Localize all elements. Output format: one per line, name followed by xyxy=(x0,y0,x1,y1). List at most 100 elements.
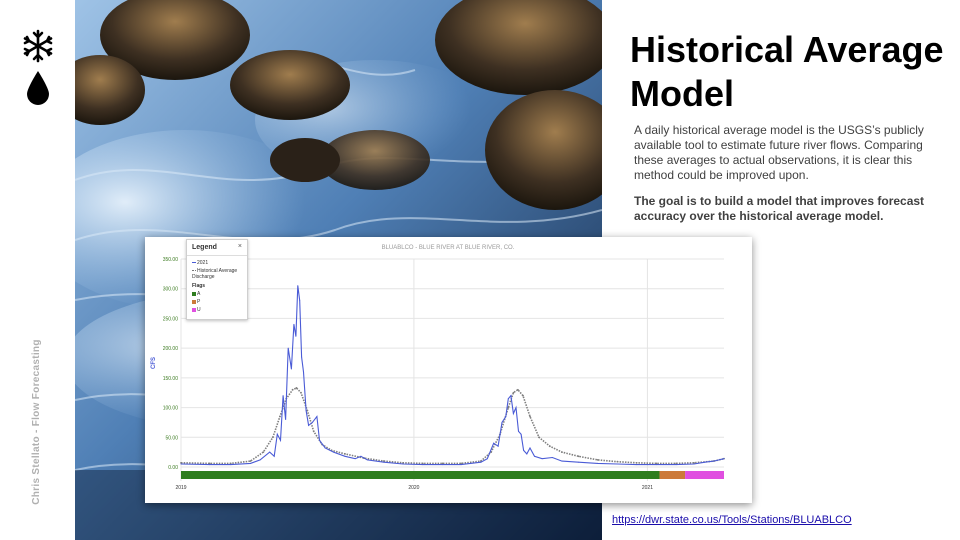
point-historical xyxy=(180,461,182,464)
point-observed xyxy=(512,413,514,415)
point-observed xyxy=(280,439,282,441)
point-historical xyxy=(460,462,463,465)
legend-flag-u: U xyxy=(192,307,201,313)
point-observed xyxy=(486,458,488,460)
point-observed xyxy=(561,460,563,462)
y-tick-label: 50.00 xyxy=(165,435,178,441)
point-observed xyxy=(259,459,261,461)
point-observed xyxy=(675,464,677,466)
point-historical xyxy=(538,436,540,439)
point-historical xyxy=(402,461,404,464)
snowflake-icon xyxy=(23,29,53,63)
point-historical xyxy=(421,462,424,465)
point-observed xyxy=(295,335,297,337)
point-historical xyxy=(548,445,551,448)
point-historical xyxy=(675,462,678,465)
point-observed xyxy=(297,285,299,287)
source-link[interactable]: https://dwr.state.co.us/Tools/Stations/B… xyxy=(612,514,852,526)
legend-flags-label: Flags xyxy=(192,283,206,289)
point-observed xyxy=(518,430,520,432)
point-observed xyxy=(529,447,531,449)
point-observed xyxy=(311,421,313,423)
point-observed xyxy=(316,415,318,417)
point-observed xyxy=(287,347,289,349)
flag-bar-a xyxy=(181,471,660,479)
point-observed xyxy=(209,464,211,466)
point-observed xyxy=(713,460,715,462)
slide-title: Historical Average Model xyxy=(630,29,944,114)
point-historical xyxy=(517,388,519,391)
y-tick-label: 150.00 xyxy=(163,376,179,382)
y-axis-label: CFS xyxy=(151,357,157,369)
legend-swatch-historical xyxy=(192,270,196,272)
point-historical xyxy=(295,387,298,389)
point-historical xyxy=(312,430,315,433)
point-observed xyxy=(523,449,525,451)
point-observed xyxy=(510,395,512,397)
x-tick-label: 2020 xyxy=(408,485,419,491)
legend-divider xyxy=(187,255,247,256)
legend-label-flag-a: A xyxy=(197,291,201,297)
water-drop-icon xyxy=(27,71,49,105)
point-observed xyxy=(693,463,695,465)
point-historical xyxy=(522,394,524,397)
point-observed xyxy=(308,424,310,426)
point-observed xyxy=(299,300,301,302)
point-historical xyxy=(291,388,294,391)
legend-swatch-flag-u xyxy=(192,307,196,312)
y-tick-label: 250.00 xyxy=(163,316,179,322)
point-observed xyxy=(269,451,271,453)
point-historical xyxy=(441,462,444,465)
point-observed xyxy=(180,463,182,465)
flow-chart: 0.00 50.00 100.00 150.00 200.00 250.00 300.00 3… xyxy=(145,237,752,503)
point-historical xyxy=(655,462,658,465)
point-observed xyxy=(655,464,657,466)
point-historical xyxy=(635,461,638,464)
legend-swatch-observed xyxy=(192,262,196,264)
point-historical xyxy=(383,460,385,462)
point-observed xyxy=(230,464,232,466)
legend-label-flag-p: P xyxy=(197,299,201,305)
point-observed xyxy=(578,461,580,463)
legend-swatch-flag-p xyxy=(192,299,196,304)
flag-bar-p xyxy=(659,471,686,479)
point-historical xyxy=(344,453,346,455)
point-observed xyxy=(704,461,706,463)
point-historical xyxy=(249,460,252,462)
point-observed xyxy=(285,418,287,420)
point-observed xyxy=(273,455,275,457)
point-observed xyxy=(507,398,509,400)
y-tick-label: 0.00 xyxy=(168,465,178,471)
point-historical xyxy=(561,451,563,454)
point-observed xyxy=(324,447,326,449)
point-observed xyxy=(293,323,295,325)
point-historical xyxy=(271,436,274,439)
legend-item-observed: 2021 xyxy=(192,260,208,266)
point-observed xyxy=(318,439,320,441)
point-historical xyxy=(208,462,211,465)
y-tick-label: 100.00 xyxy=(163,406,179,412)
point-observed xyxy=(303,371,305,373)
legend-flag-a: A xyxy=(192,291,200,297)
left-sidebar: Chris Stellato - Flow Forecasting xyxy=(0,0,75,540)
x-tick-label: 2021 xyxy=(642,485,653,491)
point-observed xyxy=(290,368,292,370)
point-historical xyxy=(596,458,599,461)
point-observed xyxy=(636,464,638,466)
point-historical xyxy=(616,460,619,463)
point-observed xyxy=(305,410,307,412)
point-observed xyxy=(422,464,424,466)
point-observed xyxy=(551,456,553,458)
point-observed xyxy=(354,458,356,460)
legend-close-button[interactable]: × xyxy=(237,243,242,250)
point-historical xyxy=(577,455,580,458)
legend-label-historical: Historical Average Discharge xyxy=(192,268,238,280)
point-observed xyxy=(442,464,444,466)
point-observed xyxy=(501,421,503,423)
legend-label-flag-u: U xyxy=(197,307,201,313)
point-historical xyxy=(507,406,510,409)
point-observed xyxy=(515,407,517,409)
point-observed xyxy=(366,459,368,461)
y-tick-label: 300.00 xyxy=(163,287,179,293)
point-observed xyxy=(616,463,618,465)
